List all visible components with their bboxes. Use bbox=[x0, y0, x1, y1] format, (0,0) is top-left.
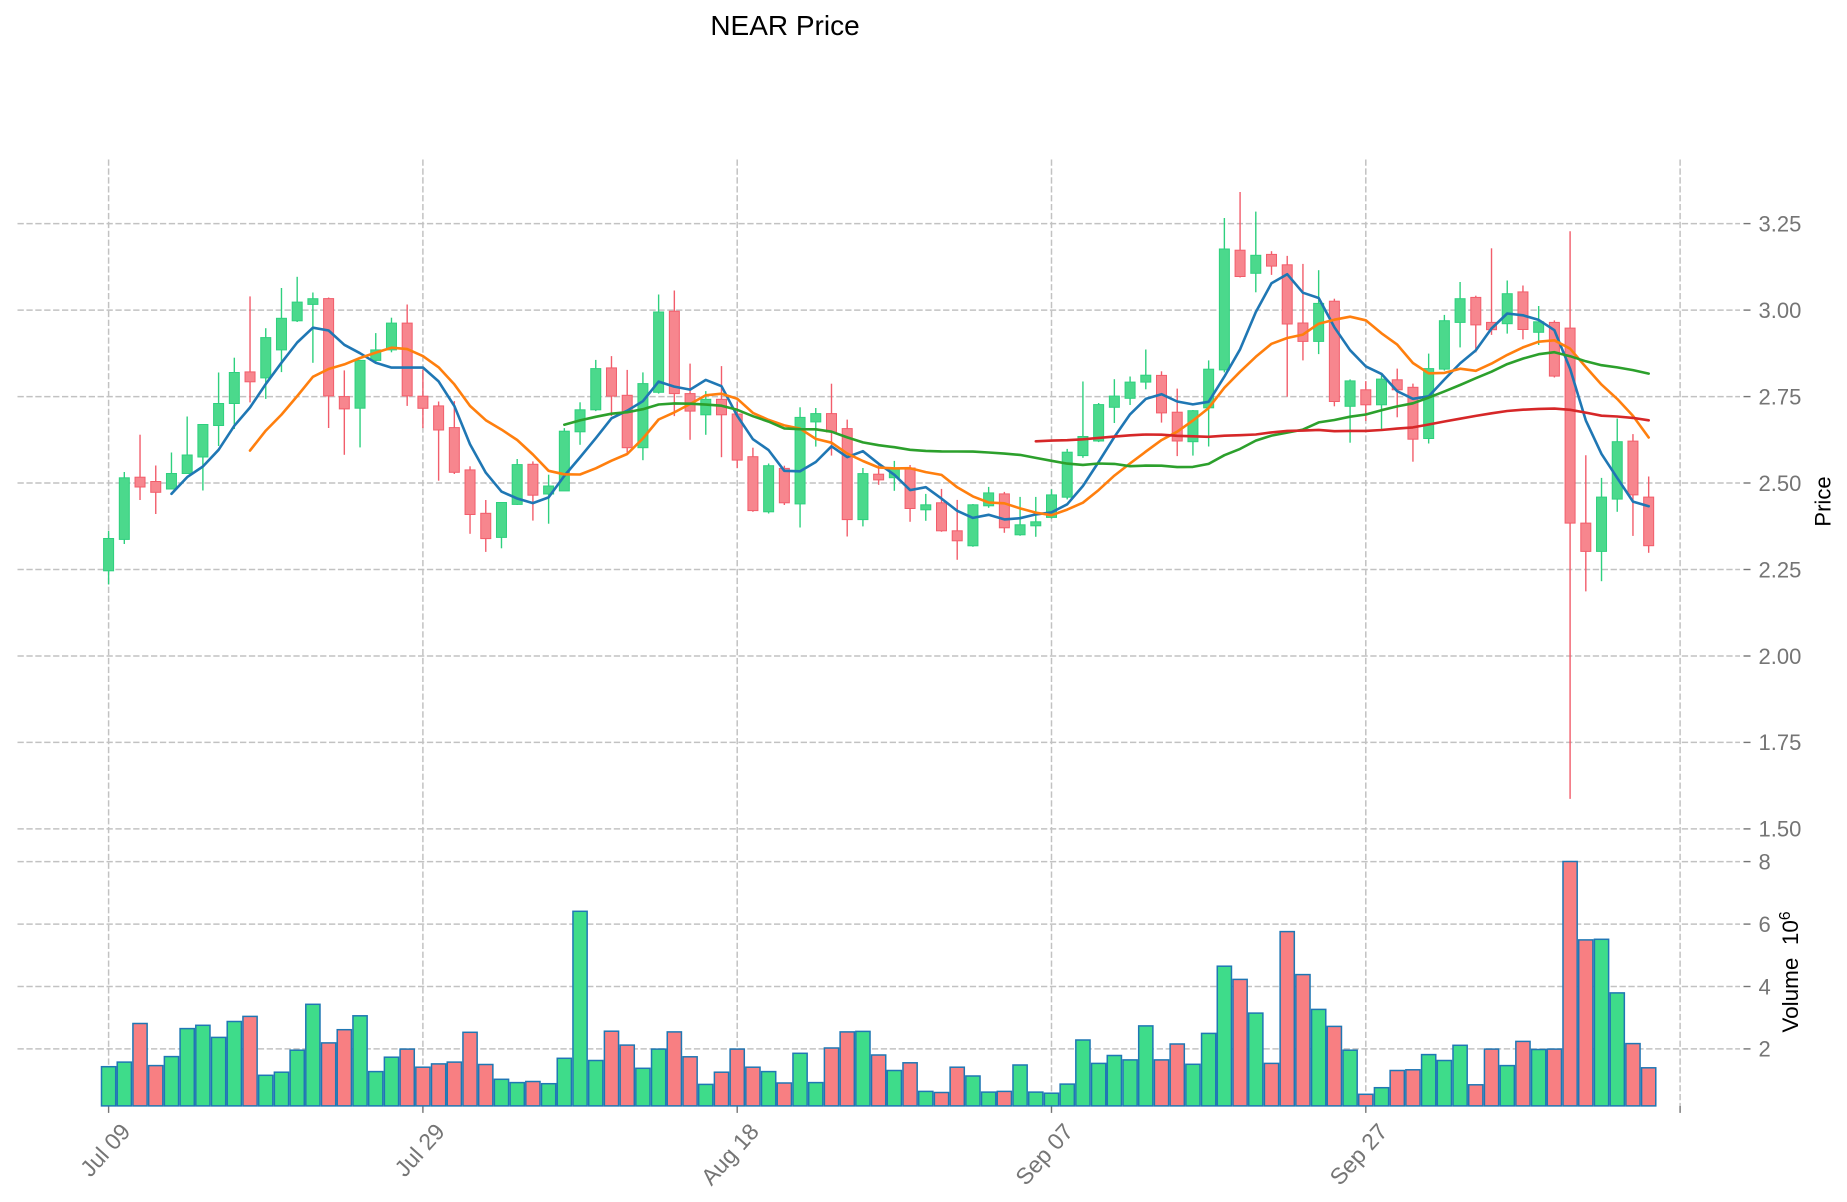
svg-text:2.75: 2.75 bbox=[1759, 384, 1802, 409]
svg-text:2.50: 2.50 bbox=[1759, 471, 1802, 496]
svg-text:3.25: 3.25 bbox=[1759, 211, 1802, 236]
svg-text:3.00: 3.00 bbox=[1759, 298, 1802, 323]
svg-text:8: 8 bbox=[1759, 849, 1771, 874]
svg-text:6: 6 bbox=[1759, 912, 1771, 937]
svg-text:2.00: 2.00 bbox=[1759, 644, 1802, 669]
svg-text:2: 2 bbox=[1759, 1037, 1771, 1062]
svg-text:1.75: 1.75 bbox=[1759, 730, 1802, 755]
svg-text:2.25: 2.25 bbox=[1759, 557, 1802, 582]
svg-text:Price: Price bbox=[1811, 476, 1836, 526]
svg-text:Volume 106: Volume 106 bbox=[1777, 911, 1804, 1033]
svg-text:1.50: 1.50 bbox=[1759, 817, 1802, 842]
svg-text:4: 4 bbox=[1759, 974, 1771, 999]
svg-text:NEAR Price: NEAR Price bbox=[710, 10, 859, 41]
